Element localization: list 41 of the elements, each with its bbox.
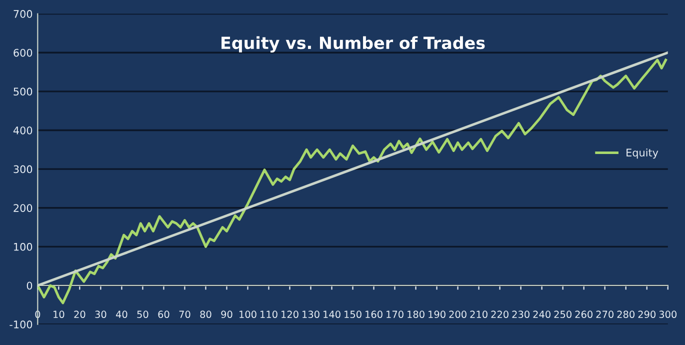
x-tick-label: 200 [449, 310, 466, 318]
y-tick-label: 100 [14, 242, 32, 251]
y-tick-label: 400 [13, 126, 32, 134]
x-tick-label: 170 [386, 310, 404, 318]
x-tick-label: 270 [596, 310, 614, 318]
text: Equity vs. Number of Trades [222, 36, 485, 53]
x-tick-label: 250 [554, 310, 572, 318]
x-tick-label: 30 [95, 310, 106, 318]
y-tick-label: 0 [26, 282, 32, 290]
x-tick-label: 80 [200, 310, 212, 318]
x-tick-label: 160 [366, 310, 382, 318]
x-tick-label: 60 [158, 310, 170, 318]
y-tick-label: 700 [14, 10, 32, 18]
legend-label: Equity [626, 148, 658, 159]
x-tick-label: 140 [324, 310, 340, 318]
x-tick-label: 50 [137, 310, 148, 318]
x-tick-label: 100 [240, 310, 256, 318]
x-tick-label: 280 [617, 310, 634, 318]
x-tick-label: 190 [428, 310, 446, 318]
x-tick-label: 20 [74, 310, 86, 318]
y-tick-label: 300 [14, 165, 32, 174]
x-tick-label: 290 [638, 310, 656, 318]
y-tick-label: -100 [10, 320, 32, 328]
x-tick-label: 90 [221, 310, 232, 318]
x-tick-label: 230 [512, 310, 530, 318]
x-tick-label: 150 [344, 310, 362, 318]
x-tick-label: 300 [659, 310, 677, 318]
x-tick-label: 120 [282, 310, 298, 318]
y-tick-label: 500 [14, 88, 32, 96]
x-tick-label: 70 [179, 310, 190, 318]
x-tick-label: 110 [260, 310, 278, 318]
x-tick-label: 210 [470, 310, 488, 318]
y-tick-label: 600 [14, 48, 32, 57]
x-tick-label: 10 [54, 310, 64, 318]
x-tick-label: 40 [116, 310, 128, 318]
x-tick-label: 220 [491, 310, 508, 318]
x-tick-label: 180 [408, 310, 424, 318]
x-tick-label: 130 [302, 310, 320, 318]
y-tick-label: 200 [14, 204, 32, 212]
x-tick-label: 260 [575, 310, 592, 318]
x-tick-label: 240 [533, 310, 550, 318]
